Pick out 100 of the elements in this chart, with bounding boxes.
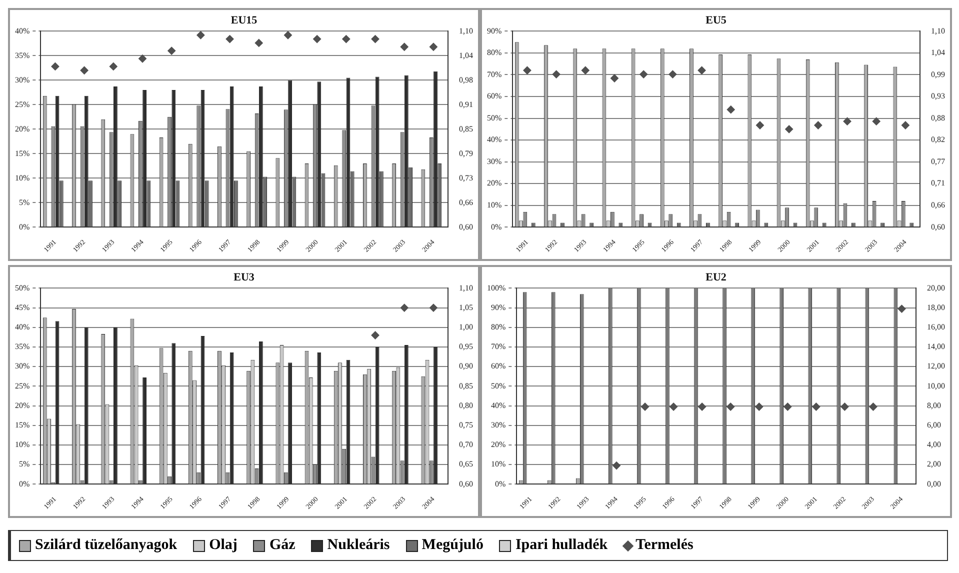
point [612, 462, 620, 470]
y2-tick-label: 0,65 [459, 460, 473, 469]
y-tick-label: 20% [14, 124, 30, 134]
point [640, 70, 648, 78]
point [898, 304, 906, 313]
y2-tick-label: 0,79 [459, 148, 473, 158]
y2-tick-label: 0,66 [459, 198, 473, 207]
point [726, 106, 735, 114]
y2-tick-label: 0,66 [931, 200, 945, 210]
y-tick-label: 70% [490, 342, 506, 352]
point [814, 121, 822, 130]
y-tick-label: 60% [486, 92, 502, 101]
y2-tick-label: 0,85 [459, 124, 473, 134]
point [313, 35, 322, 44]
point [226, 35, 234, 44]
point [610, 74, 618, 82]
legend-label: Ipari hulladék [515, 537, 608, 554]
point [51, 62, 60, 70]
y-tick-label: 40% [486, 135, 502, 144]
point [254, 38, 263, 47]
y-tick-label: 10% [490, 460, 506, 469]
y-tick-label: 40% [14, 322, 30, 332]
y2-tick-label: 0,95 [459, 342, 473, 352]
point [755, 402, 764, 411]
y-tick-label: 25% [14, 381, 30, 390]
point [698, 66, 706, 74]
y-tick-label: 5% [18, 198, 30, 207]
point [429, 42, 438, 51]
y2-tick-label: 0,88 [931, 113, 945, 122]
y2-tick-label: 0,85 [459, 381, 473, 390]
point [668, 70, 677, 78]
y-tick-label: 45% [14, 302, 30, 312]
y2-tick-label: 0,60 [459, 479, 473, 488]
y-tick-label: 60% [490, 362, 506, 371]
legend-label: Gáz [269, 537, 296, 554]
point [196, 31, 205, 40]
point [400, 42, 408, 51]
y-tick-label: 15% [14, 420, 30, 430]
y-tick-label: 20% [486, 178, 502, 188]
y-tick-label: 40% [14, 26, 30, 36]
y-tick-label: 90% [490, 302, 506, 312]
y2-tick-label: 0,90 [459, 362, 473, 371]
y2-tick-label: 16,00 [927, 322, 945, 332]
point [869, 402, 878, 411]
legend-label: Olaj [209, 537, 238, 554]
y2-tick-label: 0,98 [459, 75, 473, 84]
y2-tick-label: 0,80 [459, 400, 473, 410]
y-tick-label: 30% [486, 156, 502, 166]
legend-label: Szilárd tüzelőanyagok [35, 537, 178, 554]
y2-tick-label: 0,70 [459, 440, 473, 450]
y-tick-label: 0% [490, 222, 502, 232]
y-tick-label: 20% [14, 400, 30, 410]
point [342, 35, 350, 44]
y2-tick-label: 1,04 [931, 48, 945, 58]
y-tick-label: 5% [18, 460, 30, 469]
legend-label: Termelés [636, 537, 694, 554]
y2-tick-label: 1,10 [931, 26, 945, 36]
y-tick-label: 0% [18, 222, 30, 232]
point [698, 402, 706, 411]
point [168, 46, 176, 55]
point [784, 402, 792, 411]
point [785, 125, 794, 134]
point [670, 402, 678, 411]
y2-tick-label: 8,00 [927, 400, 941, 410]
y2-tick-label: 0,75 [459, 420, 473, 430]
point [552, 70, 560, 78]
point [581, 66, 590, 74]
y-tick-label: 10% [14, 173, 30, 182]
y-tick-label: 40% [490, 400, 506, 410]
point [901, 121, 910, 130]
y2-tick-label: 0,91 [459, 100, 473, 109]
y-tick-label: 50% [486, 113, 502, 122]
y-tick-label: 50% [490, 381, 506, 390]
y2-tick-label: 0,73 [459, 173, 473, 182]
y2-tick-label: 10,00 [927, 381, 945, 390]
y-tick-label: 70% [486, 70, 502, 79]
y2-tick-label: 14,00 [927, 342, 945, 352]
point [840, 402, 849, 411]
y-tick-label: 0% [494, 479, 506, 488]
y2-tick-label: 1,04 [459, 50, 473, 60]
y-tick-label: 50% [14, 283, 30, 292]
y2-tick-label: 1,10 [459, 283, 473, 292]
point [80, 66, 88, 74]
y2-tick-label: 18,00 [927, 302, 945, 312]
y-tick-label: 10% [486, 200, 502, 210]
chart-title: EU15 [230, 14, 258, 26]
y2-tick-label: 0,77 [931, 156, 945, 166]
chart-title: EU2 [706, 271, 727, 284]
y2-tick-label: 4,00 [927, 440, 941, 450]
y2-tick-label: 0,00 [927, 479, 941, 488]
y2-tick-label: 1,05 [459, 302, 473, 312]
point [371, 35, 380, 44]
y2-tick-label: 0,71 [931, 178, 945, 188]
y-tick-label: 80% [490, 322, 506, 332]
y2-tick-label: 1,10 [459, 26, 473, 36]
y-tick-label: 30% [490, 420, 506, 430]
legend-label: Nukleáris [327, 537, 390, 554]
y2-tick-label: 0,82 [931, 135, 945, 144]
y-tick-label: 25% [14, 100, 30, 109]
y-tick-label: 15% [14, 148, 30, 158]
